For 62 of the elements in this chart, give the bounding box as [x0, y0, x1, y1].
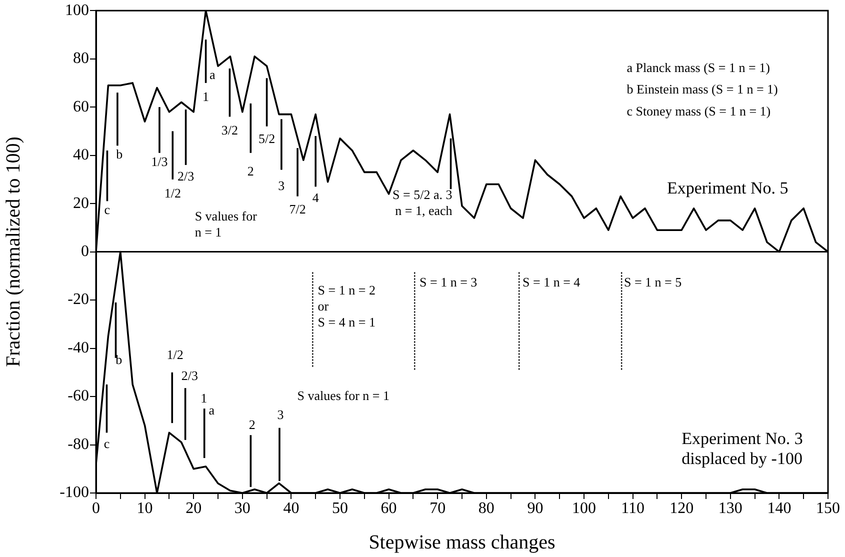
x-tick-label: 50 [332, 500, 348, 517]
y-tick-label: 40 [73, 146, 89, 164]
x-tick-label: 140 [767, 500, 792, 517]
annotation: S = 1 n = 5 [624, 274, 682, 290]
annotation: b [116, 146, 123, 162]
x-tick-label: 100 [572, 500, 596, 517]
annotation: S = 1 n = 3 [420, 274, 478, 290]
annotation: 3 [277, 407, 284, 422]
annotation: S = 1 n = 4 [522, 274, 581, 290]
x-tick-label: 30 [234, 500, 250, 517]
x-tick-label: 60 [380, 500, 397, 517]
annotation: b [116, 352, 122, 367]
y-tick-label: 0 [81, 243, 89, 260]
y-tick-label: -40 [68, 339, 89, 356]
annotation: 3/2 [221, 122, 238, 138]
annotation: S values for n = 1 [194, 208, 258, 240]
x-tick-label: 80 [478, 500, 494, 517]
annotation: 2 [247, 164, 254, 179]
annotation: S = 5/2 a. 3 n = 1, each [392, 186, 453, 218]
x-axis-title: Stepwise mass changes [368, 531, 556, 554]
y-tick-label: 100 [65, 2, 89, 19]
annotation: c [104, 202, 110, 218]
x-tick-label: 0 [92, 500, 100, 517]
y-tick-label: -100 [60, 484, 89, 502]
x-tick-label: 130 [718, 500, 742, 517]
x-tick-label: 110 [621, 500, 645, 517]
annotation: 4 [312, 190, 320, 206]
y-axis-title: Fraction (normalized to 100) [2, 136, 24, 368]
annotation: b Einstein mass (S = 1 n = 1) [626, 82, 778, 97]
x-tick-label: 120 [670, 500, 694, 517]
annotation: a [208, 402, 215, 418]
x-tick-label: 90 [527, 500, 544, 517]
annotation: 1/3 [151, 154, 168, 169]
annotation: c [104, 436, 110, 452]
y-tick-label: 60 [73, 98, 89, 116]
series-label: Experiment No. 5 [666, 178, 788, 198]
annotation: S values for n = 1 [297, 388, 390, 403]
annotation: a [209, 67, 216, 82]
y-tick-label: -20 [68, 291, 89, 308]
y-tick-label: -60 [68, 388, 89, 405]
x-tick-label: 150 [816, 500, 840, 517]
x-tick-label: 40 [283, 500, 300, 517]
annotation: a Planck mass (S = 1 n = 1) [626, 60, 770, 75]
annotation: 2/3 [178, 168, 194, 184]
annotation: 1 [200, 390, 208, 406]
x-tick-label: 10 [136, 500, 153, 517]
series-label: Experiment No. 3 displaced by -100 [682, 429, 803, 468]
y-tick-label: 80 [73, 50, 89, 68]
x-tick-label: 20 [186, 500, 202, 517]
y-tick-label: -80 [68, 436, 89, 453]
annotation: 7/2 [289, 202, 306, 217]
y-tick-label: 20 [73, 194, 89, 212]
annotation: 1/2 [164, 185, 181, 200]
annotation: 1/2 [166, 346, 184, 362]
annotation: 5/2 [258, 131, 276, 146]
x-tick-label: 70 [430, 500, 446, 517]
annotation: 3 [278, 178, 285, 194]
annotation: 2 [248, 416, 256, 432]
annotation: 1 [202, 88, 210, 104]
annotation: 2/3 [181, 368, 198, 384]
annotation: c Stoney mass (S = 1 n = 1) [626, 103, 771, 118]
annotation: S = 1 n = 2 or S = 4 n = 1 [318, 282, 376, 330]
